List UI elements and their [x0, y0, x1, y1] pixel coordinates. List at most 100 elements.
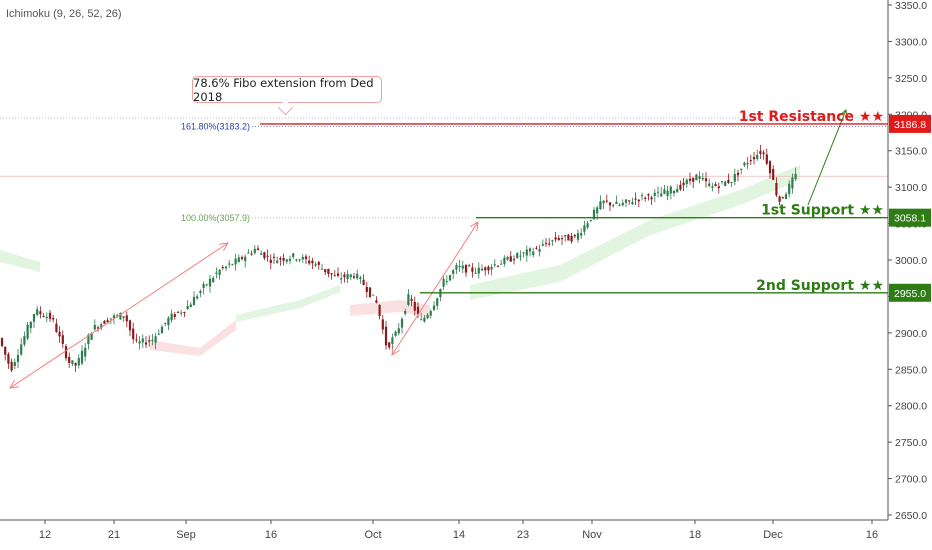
candle-body — [269, 259, 272, 263]
x-tick-label: 16 — [265, 529, 277, 541]
candle-body — [551, 240, 554, 242]
candle-body — [775, 182, 778, 196]
candle-body — [64, 346, 68, 359]
trend-arrow — [391, 221, 479, 356]
candle-body — [557, 237, 560, 240]
y-tick-label: 2900.0 — [895, 328, 927, 340]
candle-body — [484, 267, 487, 271]
candle-body — [397, 328, 400, 334]
y-tick-label: 3150.0 — [895, 146, 927, 158]
candle-body — [368, 287, 372, 297]
ichimoku-cloud-bearish — [150, 320, 236, 356]
candle-body — [727, 179, 730, 183]
candle-body — [509, 256, 512, 262]
candle-body — [205, 284, 208, 286]
candle-body — [180, 312, 183, 314]
candle-body — [608, 202, 612, 206]
candle-body — [96, 327, 100, 329]
candle-body — [506, 256, 509, 260]
candle-body — [160, 326, 164, 334]
candle-body — [352, 276, 356, 278]
candle-body — [250, 253, 253, 255]
candle-body — [692, 177, 695, 182]
candle-body — [132, 328, 135, 340]
candle-body — [458, 265, 461, 268]
candle-body — [237, 257, 240, 263]
candle-body — [333, 275, 336, 277]
candle-body — [4, 346, 7, 355]
candle-body — [650, 197, 653, 200]
candle-body — [128, 320, 132, 331]
candle-body — [231, 264, 234, 266]
candle-body — [218, 269, 221, 276]
candle-body — [496, 265, 500, 267]
candle-body — [544, 243, 548, 245]
candle-body — [391, 337, 394, 344]
candle-body — [717, 186, 720, 189]
candle-body — [48, 312, 52, 319]
candle-body — [221, 267, 224, 269]
candle-body — [36, 309, 39, 315]
candle-body — [516, 253, 519, 258]
x-tick-label: Dec — [763, 529, 783, 541]
candle-body — [317, 262, 320, 265]
candle-body — [400, 318, 404, 328]
candle-body — [192, 296, 196, 306]
candle-body — [612, 205, 615, 207]
ichimoku-cloud-bullish — [470, 165, 800, 300]
candle-body — [512, 259, 516, 261]
candle-body — [167, 317, 170, 326]
candle-body — [301, 256, 304, 260]
candle-body — [602, 200, 605, 204]
candle-body — [749, 160, 752, 162]
candle-body — [10, 361, 13, 371]
candle-body — [519, 255, 522, 257]
candle-body — [778, 196, 781, 202]
trend-arrow-tail — [9, 379, 19, 389]
candle-body — [212, 278, 215, 282]
candle-body — [644, 197, 647, 199]
candle-body — [752, 157, 756, 160]
candle-body — [135, 339, 138, 341]
candle-body — [762, 152, 765, 155]
candle-body — [23, 335, 26, 345]
candle-body — [87, 334, 90, 345]
candle-body — [407, 294, 410, 305]
candle-body — [736, 172, 740, 176]
candle-body — [788, 183, 791, 195]
candle-body — [90, 333, 93, 340]
candle-body — [445, 281, 448, 283]
candle-body — [474, 272, 477, 274]
candle-body — [394, 331, 397, 336]
candle-body — [730, 182, 733, 184]
candle-body — [288, 258, 292, 261]
price-axis-bg — [888, 0, 932, 550]
candle-body — [384, 326, 388, 346]
candle-body — [340, 278, 343, 280]
candle-body — [7, 354, 10, 364]
candle-body — [372, 294, 375, 296]
candle-body — [45, 316, 48, 319]
candle-body — [583, 225, 586, 232]
candle-body — [714, 184, 717, 187]
candle-body — [647, 194, 650, 196]
candle-body — [272, 256, 276, 258]
candle-body — [183, 311, 186, 313]
y-tick-label: 3300.0 — [895, 36, 927, 48]
candle-body — [13, 362, 16, 367]
candle-body — [500, 263, 503, 265]
y-tick-label: 2700.0 — [895, 474, 927, 486]
candle-body — [279, 258, 282, 260]
fib-161-label: 161.80%(3183.2) — [181, 122, 250, 132]
candle-body — [244, 256, 247, 262]
trend-arrow-head — [219, 242, 229, 252]
price-badge-text: 3186.8 — [894, 119, 926, 131]
candle-body — [538, 249, 541, 252]
candle-body — [503, 257, 506, 265]
candle-body — [26, 324, 29, 339]
candle-body — [196, 296, 199, 299]
candle-body — [477, 267, 480, 274]
candle-body — [621, 202, 624, 206]
candle-body — [378, 304, 381, 317]
